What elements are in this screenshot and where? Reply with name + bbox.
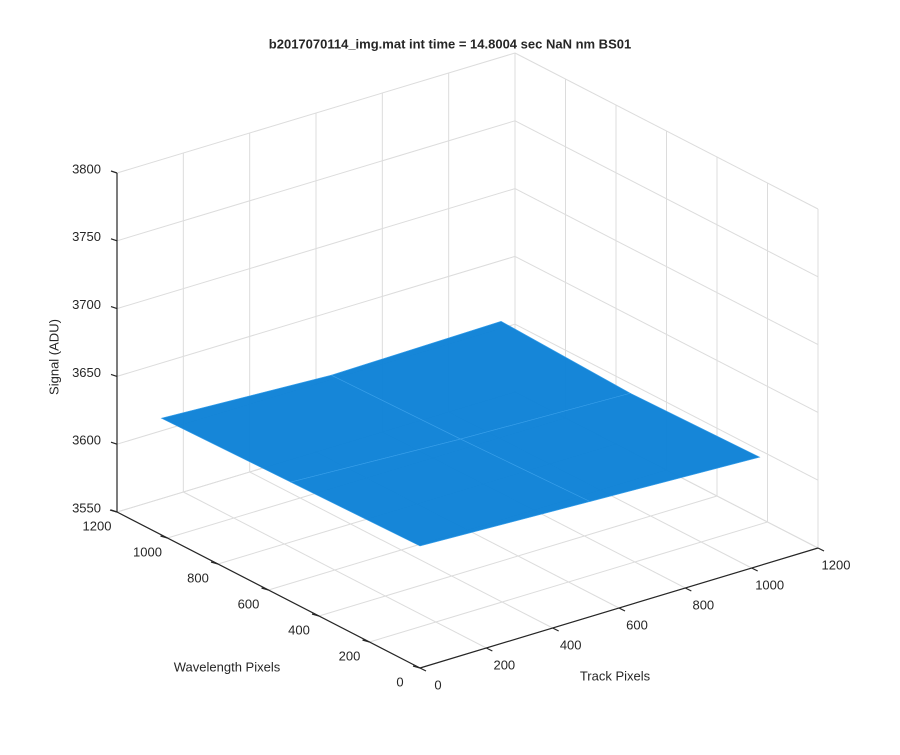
x-tick [685,587,692,592]
z-axis-label: Signal (ADU) [46,319,61,395]
y-tick-label: 600 [238,596,260,611]
y-tick [210,561,219,565]
x-tick [751,567,758,572]
z-tick-label: 3550 [72,500,101,515]
grid-line [318,495,718,617]
y-tick-label: 400 [288,622,310,637]
y-tick-label: 0 [396,674,403,689]
x-tick [419,667,427,672]
x-tick [552,627,559,632]
grid-line [369,521,768,643]
z-tick [110,306,118,310]
y-tick [362,639,370,643]
grid-line [514,120,819,278]
z-tick [110,441,118,445]
grid-line [514,52,819,210]
grid-line [116,255,516,377]
x-tick-label: 200 [493,657,515,672]
grid-line [514,255,819,413]
z-tick-label: 3750 [72,229,101,244]
y-tick [160,535,168,539]
grid-line [116,120,516,242]
x-tick-label: 1000 [755,577,784,592]
x-tick [618,607,626,612]
x-tick-label: 0 [434,677,441,692]
y-tick [261,587,269,591]
x-tick-label: 1200 [822,557,851,572]
x-tick [486,647,493,652]
z-tick [110,238,118,242]
y-tick-label: 200 [339,648,361,663]
y-tick [311,613,320,617]
x-axis-label: Track Pixels [580,668,651,683]
z-tick [110,373,118,377]
z-tick-label: 3800 [72,161,101,176]
y-tick-label: 1000 [133,544,162,559]
grid-line [116,188,516,310]
grid-line [514,323,819,481]
surface-patch [289,438,591,547]
y-tick-label: 800 [187,570,209,585]
y-tick [412,665,421,669]
grid-line [116,52,516,174]
y-tick-label: 1200 [83,518,112,533]
z-tick-label: 3650 [72,365,101,380]
grid-line [514,188,819,346]
z-tick [110,509,118,513]
x-tick-label: 600 [626,617,648,632]
z-tick [110,170,118,174]
x-tick-label: 400 [560,637,582,652]
z-tick-label: 3600 [72,433,101,448]
y-axis-label: Wavelength Pixels [174,659,281,674]
x-tick-label: 800 [692,597,714,612]
x-tick [817,547,825,552]
chart-title: b2017070114_img.mat int time = 14.8004 s… [269,36,631,51]
z-tick-label: 3700 [72,297,101,312]
